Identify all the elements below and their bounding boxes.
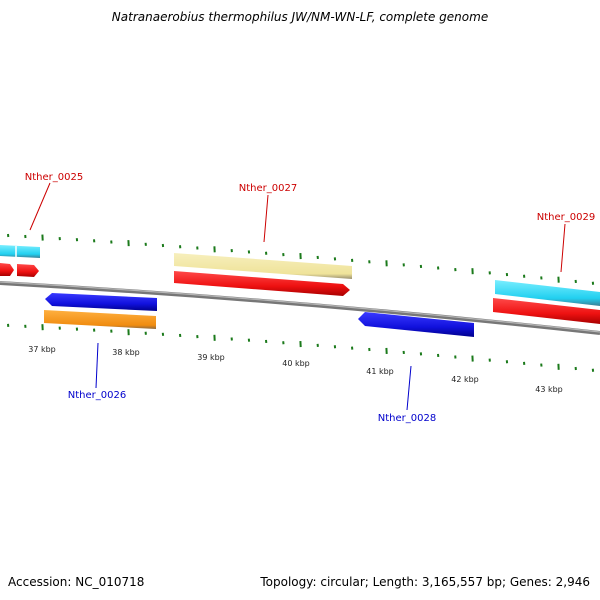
feature-nther-0028-cds[interactable] bbox=[358, 312, 474, 337]
feature-nther-0029-cds[interactable] bbox=[493, 298, 600, 324]
scale-label: 41 kbp bbox=[366, 367, 394, 376]
feature-nther-0025-cds[interactable] bbox=[17, 264, 39, 277]
scale-label: 37 kbp bbox=[28, 345, 56, 354]
callout-line-nther-0025 bbox=[29, 182, 51, 231]
genome-backbone-highlight bbox=[0, 281, 600, 333]
genome-summary-label: Topology: circular; Length: 3,165,557 bp… bbox=[260, 575, 590, 589]
feature-nther-0026-gene[interactable] bbox=[44, 310, 156, 329]
callout-line-nther-0029 bbox=[560, 223, 566, 273]
callout-line-nther-0028 bbox=[406, 365, 412, 411]
gene-label-nther-0027[interactable]: Nther_0027 bbox=[239, 183, 297, 194]
callout-line-nther-0026 bbox=[95, 342, 99, 389]
gene-label-nther-0028[interactable]: Nther_0028 bbox=[378, 413, 436, 424]
scale-label: 39 kbp bbox=[197, 353, 225, 362]
gene-label-nther-0025[interactable]: Nther_0025 bbox=[25, 172, 83, 183]
feature-nther-0029-gene[interactable] bbox=[495, 280, 600, 306]
accession-label: Accession: NC_010718 bbox=[8, 575, 145, 589]
scale-label: 38 kbp bbox=[112, 348, 140, 357]
feature-nther-0025-gene[interactable] bbox=[0, 245, 40, 258]
callout-lines bbox=[29, 182, 566, 411]
feature-nther-0026-cds[interactable] bbox=[45, 293, 157, 311]
feature-nther-0025-cds-left[interactable] bbox=[0, 263, 14, 276]
feature-nther-0027-cds[interactable] bbox=[174, 271, 350, 296]
callout-line-nther-0027 bbox=[263, 194, 269, 243]
scale-label: 40 kbp bbox=[282, 359, 310, 368]
gene-label-nther-0026[interactable]: Nther_0026 bbox=[68, 390, 126, 401]
scale-label: 43 kbp bbox=[535, 385, 563, 394]
genome-backbone bbox=[0, 281, 600, 335]
map-title: Natranaerobius thermophilus JW/NM-WN-LF,… bbox=[111, 10, 489, 24]
feature-nther-0027-gene[interactable] bbox=[174, 253, 352, 279]
gene-label-nther-0029[interactable]: Nther_0029 bbox=[537, 212, 595, 223]
inner-tick-marks bbox=[7, 323, 595, 372]
scale-label: 42 kbp bbox=[451, 375, 479, 384]
outer-tick-marks bbox=[7, 233, 595, 285]
